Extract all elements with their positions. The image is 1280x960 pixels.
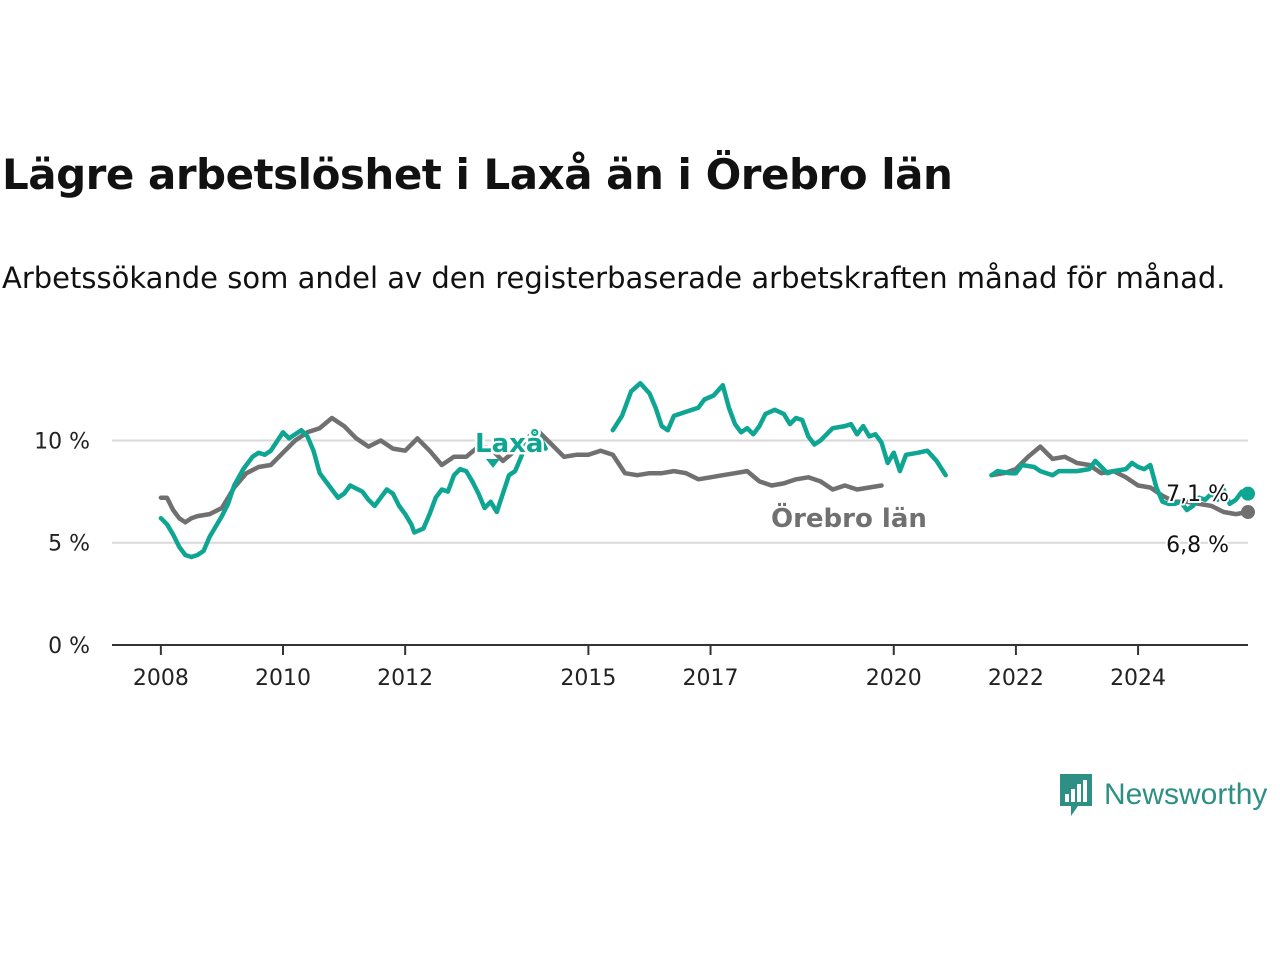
chart-subtitle: Arbetssökande som andel av den registerb… <box>2 261 1226 295</box>
y-axis-ticks: 0 % 5 % 10 % <box>34 429 90 659</box>
end-label-lan: 7,1 % <box>1166 482 1229 507</box>
end-point-lan <box>1241 505 1255 520</box>
annotations: Laxå Örebro län 7,1 % 6,8 % <box>473 425 1232 561</box>
y-tick-label: 0 % <box>48 634 90 659</box>
x-tick-label: 2012 <box>377 666 433 691</box>
series-line-laxa <box>158 427 548 560</box>
label-orebro-lan: Örebro län <box>771 501 927 534</box>
series-line-lan <box>989 444 1251 517</box>
series-line-laxa <box>610 380 948 478</box>
series-line-laxa <box>989 458 1251 513</box>
x-tick-label: 2015 <box>560 666 616 691</box>
y-tick-label: 10 % <box>34 429 90 454</box>
series-lines <box>158 380 1255 560</box>
brand-name: Newsworthy <box>1104 778 1268 811</box>
end-point-laxa <box>1241 486 1255 501</box>
x-tick-label: 2022 <box>988 666 1044 691</box>
y-tick-label: 5 % <box>48 532 90 557</box>
end-label-laxa: 6,8 % <box>1166 533 1229 558</box>
chart-title: Lägre arbetslöshet i Laxå än i Örebro lä… <box>2 150 953 199</box>
newsworthy-logo: Newsworthy <box>1058 772 1267 818</box>
x-tick-label: 2024 <box>1110 666 1166 691</box>
x-tick-label: 2020 <box>866 666 922 691</box>
x-tick-label: 2010 <box>255 666 311 691</box>
label-laxa: Laxå <box>475 427 543 459</box>
x-axis: 2008 2010 2012 2015 2017 2020 2022 2024 <box>112 644 1248 691</box>
gridlines <box>112 439 1248 544</box>
series-line-lan <box>158 415 884 525</box>
newsworthy-chart-icon <box>1060 774 1092 816</box>
label-laxa-pointer <box>486 459 500 468</box>
x-tick-label: 2017 <box>683 666 739 691</box>
x-tick-label: 2008 <box>133 666 189 691</box>
